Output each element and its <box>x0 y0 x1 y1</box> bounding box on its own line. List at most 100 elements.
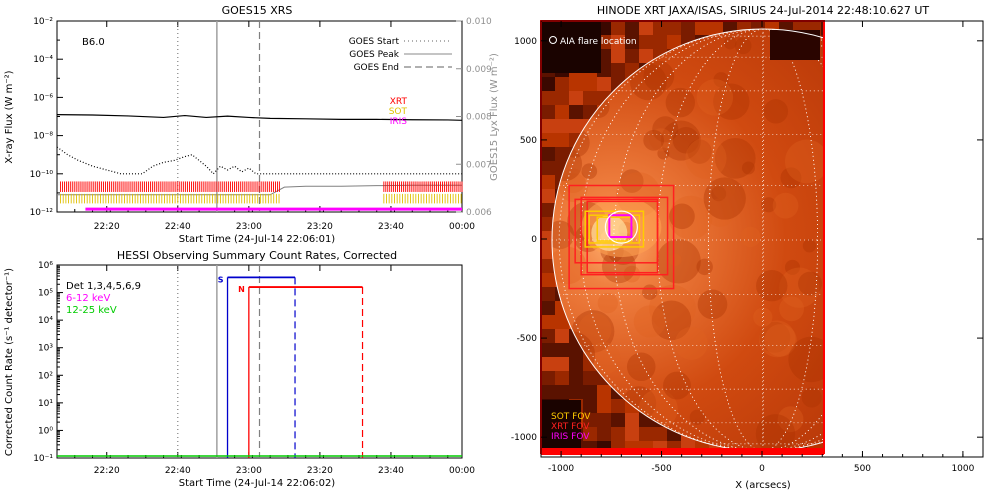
goes-y-label: X-ray Flux (W m⁻²) <box>4 70 15 163</box>
hessi-y-tick-label: 10⁵ <box>38 289 53 299</box>
hessi-x-tick-label: 22:40 <box>165 466 191 476</box>
hessi-event-label: S <box>218 275 224 284</box>
coronal-texture <box>552 246 587 285</box>
goes-y-tick-label: 10⁻¹⁰ <box>30 170 54 180</box>
hessi-x-tick-label: 23:20 <box>307 466 333 476</box>
goes-y2-axis: 0.006 0.007 0.008 0.009 0.010 <box>456 17 492 218</box>
offdisk-pixel <box>555 315 569 329</box>
coronal-texture <box>652 116 679 143</box>
instrument-legend-entry: SOT <box>389 107 408 117</box>
offdisk-pixel <box>555 371 569 385</box>
goes-x-tick-label: 00:00 <box>449 222 475 232</box>
dark-corner-block <box>541 21 601 73</box>
coronal-texture <box>578 312 612 347</box>
offdisk-pixel <box>583 77 597 91</box>
iris-fov-box <box>608 214 633 239</box>
offdisk-pixel <box>597 427 611 441</box>
offdisk-pixel <box>625 427 639 441</box>
coronal-texture <box>643 60 675 92</box>
coronal-texture <box>626 352 656 382</box>
offdisk-pixel <box>667 21 681 35</box>
goes-short-channel <box>56 146 462 175</box>
coronal-texture <box>713 72 729 88</box>
offdisk-pixel <box>569 119 583 133</box>
sot-fov-box <box>584 210 645 248</box>
hessi-x-tick-label: 00:00 <box>449 466 475 476</box>
coronal-texture <box>620 169 644 193</box>
coronal-texture <box>798 271 823 296</box>
hessi-panel: HESSI Observing Summary Count Rates, Cor… <box>4 249 475 489</box>
coronal-texture <box>741 161 755 175</box>
coronal-texture <box>802 239 817 253</box>
offdisk-pixel <box>541 119 555 133</box>
offdisk-pixel <box>597 385 611 399</box>
goes-legend-label: GOES End <box>354 63 399 73</box>
hessi-y-tick-label: 10⁶ <box>38 261 53 271</box>
coronal-texture <box>581 163 598 180</box>
offdisk-pixel <box>541 231 555 245</box>
offdisk-pixel <box>653 35 667 49</box>
goes-long-channel <box>56 113 463 121</box>
offdisk-pixel <box>625 21 639 35</box>
xrt-x-tick-label: -500 <box>651 464 672 474</box>
coronal-texture <box>788 336 824 383</box>
coronal-texture <box>597 292 619 314</box>
xrt-x-tick-label: 500 <box>854 464 871 474</box>
hessi-y-axis: 10⁻¹ 10⁰ 10¹ 10² 10³ 10⁴ 10⁵ 10⁶ <box>33 261 63 464</box>
aia-marker-icon <box>549 36 557 44</box>
offdisk-pixel <box>569 77 583 91</box>
offdisk-pixel <box>583 427 597 441</box>
coronal-texture <box>630 63 667 101</box>
xrt-y-axis: 1000 500 0 -500 -1000 <box>511 37 983 443</box>
offdisk-pixel <box>541 287 555 301</box>
goes-y2-tick-label: 0.009 <box>466 65 492 75</box>
xrt-y-tick-label: 1000 <box>514 37 537 47</box>
offdisk-pixel <box>555 105 569 119</box>
offdisk-pixel <box>569 371 583 385</box>
offdisk-pixel <box>611 49 625 63</box>
xrt-fov-box <box>574 198 659 264</box>
fov-legend-entry: XRT FOV <box>551 422 590 432</box>
offdisk-pixel <box>569 91 583 105</box>
offdisk-pixel <box>625 413 639 427</box>
offdisk-pixel <box>555 91 569 105</box>
offdisk-pixel <box>555 329 569 343</box>
coronal-texture <box>713 83 750 120</box>
goes-instrument-coverage <box>60 181 463 211</box>
hessi-x-tick-label: 23:00 <box>236 466 262 476</box>
goes-legend-label: GOES Peak <box>349 50 399 60</box>
offdisk-pixel <box>653 21 667 35</box>
coronal-texture <box>587 342 621 375</box>
coronal-texture <box>657 147 670 160</box>
offdisk-pixel <box>555 343 569 357</box>
offdisk-pixel <box>625 49 639 63</box>
coronal-texture <box>734 37 752 55</box>
offdisk-pixel <box>555 133 569 147</box>
goes-y-axis: 10⁻¹² 10⁻¹⁰ 10⁻⁸ 10⁻⁶ 10⁻⁴ 10⁻² <box>30 17 63 218</box>
hessi-y-tick-label: 10⁴ <box>38 316 53 326</box>
hessi-x-axis: 22:20 22:40 23:00 23:20 23:40 00:00 <box>56 265 475 476</box>
xrt-y-tick-label: 0 <box>531 235 537 245</box>
goes-y-tick-label: 10⁻⁴ <box>33 55 53 65</box>
offdisk-pixel <box>541 161 555 175</box>
goes-title: GOES15 XRS <box>222 4 293 17</box>
offdisk-pixel <box>583 413 597 427</box>
coronal-texture <box>689 409 705 425</box>
goes-xrs-panel: GOES15 XRS 10⁻¹² 10⁻¹⁰ 10⁻⁸ 10⁻⁶ 10⁻⁴ 10⁻² 0.… <box>4 4 500 245</box>
offdisk-pixel <box>541 203 555 217</box>
coronal-texture <box>714 137 756 179</box>
coronal-texture <box>674 326 708 360</box>
coronal-texture <box>703 177 746 220</box>
goes-y-tick-label: 10⁻² <box>33 17 53 27</box>
coronal-texture <box>668 195 713 240</box>
coronal-texture <box>642 284 658 300</box>
hessi-y-tick-label: 10¹ <box>38 399 53 409</box>
offdisk-pixel <box>555 119 569 133</box>
xrt-image-panel: HINODE XRT JAXA/ISAS, SIRIUS 24-Jul-2014… <box>511 4 984 491</box>
coronal-texture <box>764 324 797 357</box>
offdisk-pixel <box>541 357 555 371</box>
goes-x-tick-label: 23:20 <box>307 222 333 232</box>
coronal-texture <box>561 168 586 193</box>
